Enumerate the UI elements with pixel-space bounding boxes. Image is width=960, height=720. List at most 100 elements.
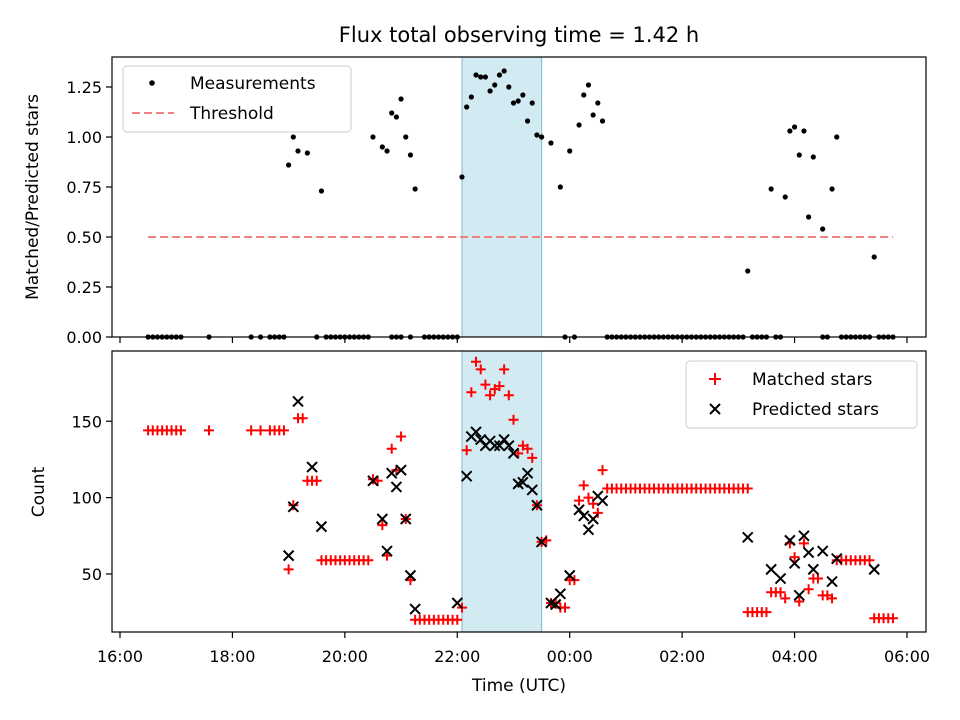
predicted-stars-point	[460, 470, 473, 482]
matched-stars-point	[864, 555, 875, 566]
matched-stars-point	[560, 602, 571, 613]
top-y-tick-label: 0.00	[66, 328, 102, 347]
predicted-stars-point	[573, 504, 585, 516]
measurement-point	[384, 148, 390, 154]
predicted-stars-point	[489, 439, 501, 452]
top-axes-frame	[111, 56, 927, 338]
predicted-stars-point	[507, 447, 520, 460]
measurement-point	[820, 226, 826, 232]
predicted-stars-point	[831, 552, 843, 565]
predicted-stars-point	[554, 588, 567, 600]
measurement-point	[482, 74, 488, 80]
predicted-stars-point	[404, 569, 417, 582]
x-tick-label: 06:00	[884, 647, 930, 666]
measurement-point	[834, 134, 840, 140]
matched-stars-point	[471, 356, 482, 367]
predicted-stars-point	[400, 513, 412, 525]
legend-label-threshold: Threshold	[189, 104, 274, 124]
matched-stars-point	[574, 495, 585, 506]
x-tick-label: 00:00	[547, 647, 593, 666]
predicted-stars-point	[451, 597, 463, 609]
predicted-stars-point	[521, 467, 534, 479]
top-y-tick-label: 0.50	[66, 228, 102, 247]
top-x-ticks	[119, 337, 908, 343]
measurement-point	[782, 194, 788, 200]
predicted-stars-point	[784, 534, 796, 547]
matched-stars-point	[527, 452, 538, 463]
matched-stars-point	[278, 425, 289, 436]
matched-stars-point	[283, 564, 294, 575]
matched-stars-point	[827, 593, 838, 604]
legend-marker-matched	[709, 373, 721, 385]
top-legend: Measurements Threshold	[122, 65, 352, 133]
predicted-stars-point	[385, 467, 398, 479]
predicted-stars-point	[376, 513, 389, 525]
matched-stars-point	[887, 613, 898, 624]
predicted-stars-point	[517, 476, 529, 489]
legend-marker-measurements	[149, 80, 155, 86]
measurement-point	[567, 148, 573, 154]
measurement-point	[318, 188, 325, 194]
bottom-axes-frame	[111, 350, 927, 633]
measurement-point	[473, 72, 479, 78]
legend-label-measurements: Measurements	[190, 74, 316, 94]
matched-stars-point	[175, 425, 186, 436]
measurement-point	[290, 134, 296, 140]
predicted-stars-point	[475, 433, 487, 446]
panel-bottom: 50 100 150 16:00 18:00 20:00 22:00 00:00 02:00 0…	[29, 350, 930, 696]
predicted-stars-point	[395, 464, 407, 476]
measurement-point	[801, 128, 807, 134]
predicted-stars-point	[498, 433, 510, 446]
measurement-point	[520, 92, 526, 98]
top-y-tick-label: 0.25	[66, 278, 102, 297]
measurement-point	[796, 152, 802, 158]
series-predicted-stars	[282, 395, 880, 615]
measurement-point	[745, 268, 751, 274]
matched-stars-point	[775, 587, 786, 598]
bottom-y-tick-label: 150	[71, 412, 102, 431]
matched-stars-point	[396, 431, 407, 442]
bottom-series-layer	[143, 356, 898, 625]
matched-stars-point	[761, 607, 772, 618]
matched-stars-point	[363, 555, 374, 566]
matched-stars-point	[255, 425, 266, 436]
matched-stars-point	[583, 492, 594, 503]
predicted-stars-point	[292, 395, 304, 408]
predicted-stars-point	[526, 484, 538, 496]
measurement-point	[585, 82, 592, 88]
measurement-point	[412, 186, 418, 192]
x-tick-label: 22:00	[434, 647, 480, 666]
matched-stars-point	[742, 483, 753, 494]
matched-stars-point	[204, 425, 215, 436]
measurement-point	[548, 140, 554, 146]
top-y-ticks: 0.00 0.25 0.50 0.75 1.00 1.25	[66, 78, 112, 347]
predicted-stars-point	[578, 510, 590, 522]
x-axis-label: Time (UTC)	[471, 676, 566, 696]
predicted-stars-point	[807, 563, 820, 576]
measurement-point	[407, 152, 414, 158]
matched-stars-point	[480, 379, 491, 390]
bottom-y-tick-label: 100	[71, 489, 102, 508]
measurement-point	[529, 100, 535, 106]
predicted-stars-point	[826, 575, 838, 588]
matched-stars-point	[597, 465, 608, 476]
measurement-point	[806, 214, 812, 220]
bottom-y-axis-label: Count	[29, 466, 49, 517]
bottom-y-ticks: 50 100 150	[71, 412, 112, 584]
legend-marker-predicted	[709, 403, 721, 415]
predicted-stars-point	[409, 603, 421, 615]
measurement-point	[787, 128, 793, 134]
bottom-shaded-interval	[461, 350, 543, 633]
matched-stars-point	[522, 443, 533, 454]
matched-stars-point	[246, 425, 257, 436]
measurement-point	[459, 174, 465, 180]
measurement-point	[576, 122, 582, 128]
top-y-tick-label: 1.00	[66, 128, 102, 147]
matched-stars-point	[798, 538, 809, 549]
measurement-point	[370, 134, 376, 140]
matched-stars-point	[508, 414, 519, 425]
top-y-axis-label: Matched/Predicted stars	[23, 94, 43, 300]
measurement-point	[557, 184, 563, 190]
predicted-stars-point	[470, 426, 482, 438]
matched-stars-point	[794, 596, 805, 607]
